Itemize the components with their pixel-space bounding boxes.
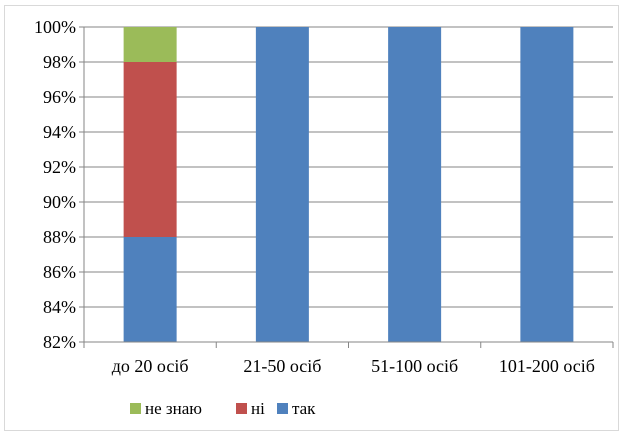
bar-так (388, 27, 442, 342)
axes (79, 26, 614, 348)
legend-label: ні (251, 399, 265, 418)
y-tick-label: 86% (43, 262, 76, 282)
y-tick-label: 88% (43, 227, 76, 247)
y-tick-label: 96% (43, 87, 76, 107)
y-tick-label: 84% (43, 297, 76, 317)
legend: не знаю ні так (130, 399, 316, 418)
y-tick-label: 94% (43, 122, 76, 142)
y-tick-labels: 82% 84% 86% 88% 90% 92% 94% 96% 98% 100% (34, 17, 76, 352)
x-tick-label: 101-200 осіб (499, 356, 595, 376)
legend-swatch-ні (236, 403, 247, 414)
x-tick-labels: до 20 осіб 21-50 осіб 51-100 осіб 101-200 о… (112, 356, 595, 376)
y-tick-label: 90% (43, 192, 76, 212)
legend-swatch-не-знаю (130, 403, 141, 414)
bar-ні (123, 62, 177, 237)
x-tick-label: до 20 осіб (112, 356, 189, 376)
legend-swatch-так (277, 403, 288, 414)
y-tick-label: 92% (43, 157, 76, 177)
legend-label: не знаю (145, 399, 202, 418)
bar-не-знаю (123, 27, 177, 62)
chart-frame (4, 5, 619, 431)
bar-так (255, 27, 309, 342)
y-tick-label: 98% (43, 52, 76, 72)
bars (123, 27, 574, 342)
bar-так (520, 27, 574, 342)
y-tick-label: 82% (43, 332, 76, 352)
y-tick-label: 100% (34, 17, 76, 37)
x-tick-label: 21-50 осіб (243, 356, 321, 376)
x-tick-label: 51-100 осіб (371, 356, 458, 376)
bar-так (123, 237, 177, 342)
legend-label: так (292, 399, 316, 418)
